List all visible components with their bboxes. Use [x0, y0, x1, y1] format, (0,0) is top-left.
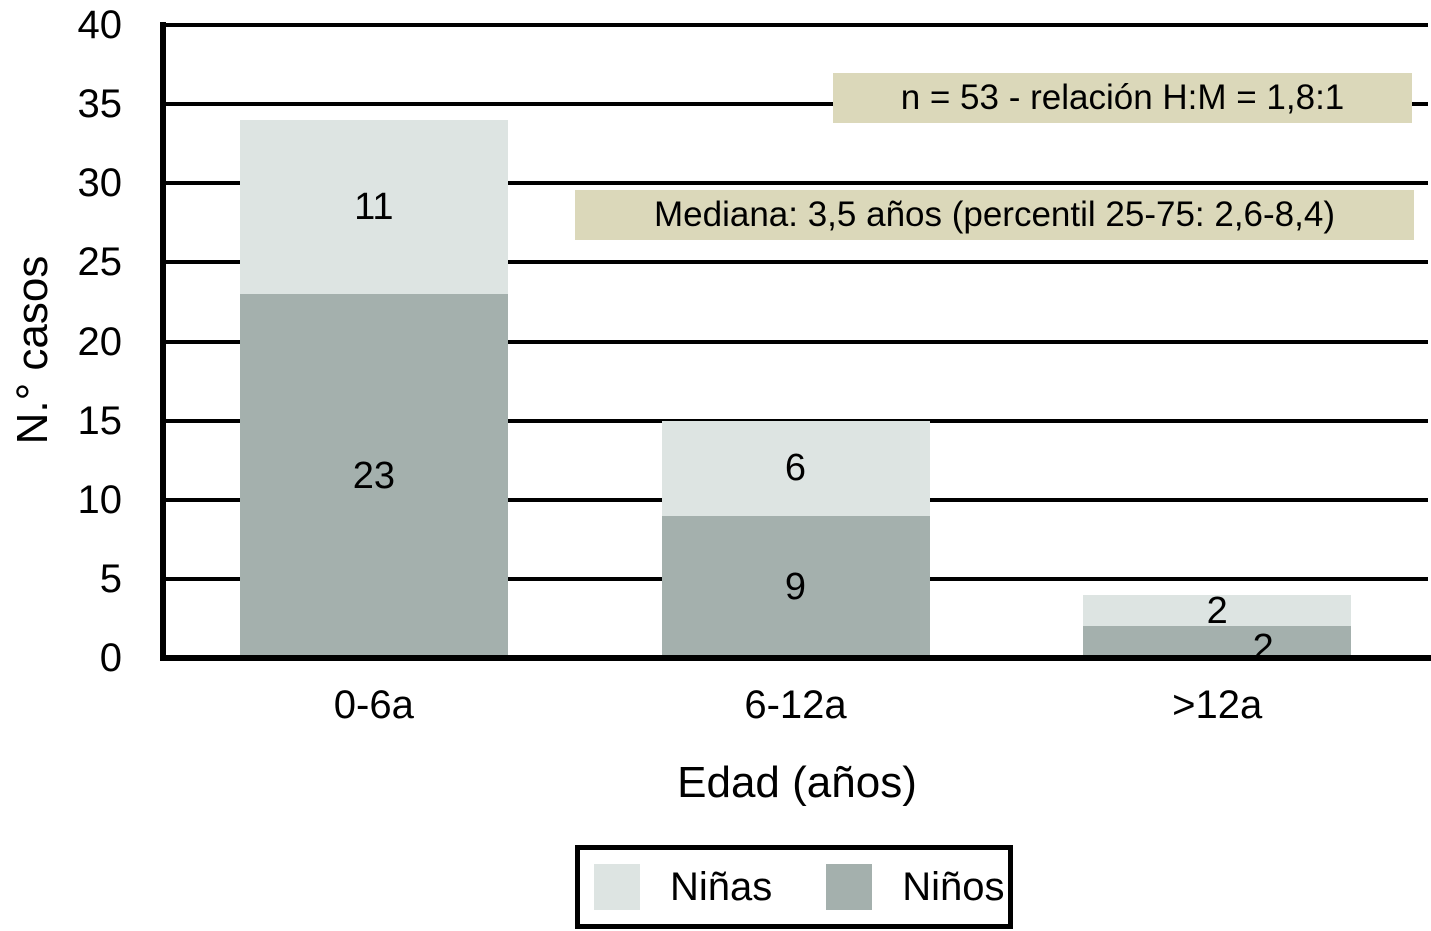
bar-value-label: 11: [354, 185, 394, 228]
bar-6-12a-Niñas: [661, 420, 930, 516]
bar->12a-Niñas: [1083, 594, 1352, 627]
x-tick-label-2: >12a: [1172, 683, 1263, 727]
bar-value-label: 6: [784, 447, 807, 490]
legend-label-ninos: Niños: [902, 865, 1005, 909]
bar-value-label: 9: [784, 565, 807, 608]
y-axis-line: [160, 22, 166, 661]
legend-item-ninos: Niños: [826, 864, 1005, 910]
ninas-color-swatch: [594, 864, 640, 910]
gridline-40: [163, 23, 1428, 27]
x-axis-title: Edad (años): [677, 758, 917, 807]
y-tick-label-25: 25: [77, 240, 123, 285]
annotation-median: Mediana: 3,5 años (percentil 25-75: 2,6-…: [575, 190, 1414, 240]
x-axis-line: [160, 655, 1431, 661]
gridline-30: [163, 181, 1428, 186]
bar-value-label: 2: [1252, 627, 1274, 670]
bar-0-6a-Niñas: [239, 119, 508, 294]
bar-value-label: 2: [1206, 589, 1228, 632]
y-tick-label-20: 20: [77, 319, 123, 364]
y-axis-title: N.° casos: [8, 255, 57, 445]
y-tick-label-0: 0: [99, 636, 122, 680]
y-tick-label-35: 35: [77, 82, 123, 127]
bar-6-12a-Niños: [661, 515, 930, 658]
x-tick-label-1: 6-12a: [744, 683, 847, 727]
legend-label-ninas: Niñas: [670, 865, 773, 909]
x-tick-label-0: 0-6a: [333, 683, 414, 727]
y-tick-label-40: 40: [77, 3, 123, 47]
gridline-20: [163, 339, 1428, 344]
y-tick-label-10: 10: [77, 477, 123, 522]
bar-0-6a-Niños: [239, 294, 508, 658]
y-tick-label-30: 30: [77, 161, 123, 206]
y-tick-label-15: 15: [77, 398, 123, 443]
legend: Niñas Niños: [575, 845, 1013, 929]
bar-value-label: 23: [352, 455, 395, 497]
bar->12a-Niños: [1083, 626, 1352, 658]
annotation-n-ratio: n = 53 - relación H:M = 1,8:1: [833, 73, 1412, 123]
gridline-35: [163, 102, 1428, 107]
gridline-25: [163, 260, 1428, 265]
ninos-color-swatch: [826, 864, 873, 910]
legend-item-ninas: Niñas: [594, 864, 772, 910]
y-tick-label-5: 5: [99, 556, 122, 601]
